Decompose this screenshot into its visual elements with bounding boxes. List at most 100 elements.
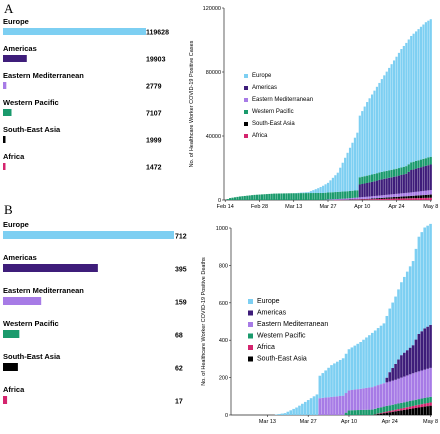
bar-western-pacific-day-81 bbox=[422, 158, 425, 167]
bar-americas-day-67 bbox=[426, 326, 429, 369]
bar-western-pacific-day-53 bbox=[385, 405, 389, 412]
y-tick-label: 40000 bbox=[206, 134, 221, 140]
bar-eastern-mediterranean-day-49 bbox=[373, 386, 377, 409]
bar-western-pacific-day-60 bbox=[405, 401, 409, 408]
bar-south-east-asia-day-61 bbox=[373, 198, 376, 200]
bar-americas-day-62 bbox=[375, 180, 379, 196]
bar-europe-day-41 bbox=[324, 184, 327, 193]
bar-europe-day-42 bbox=[326, 182, 330, 193]
bar-western-pacific-day-53 bbox=[353, 190, 356, 198]
bar-western-pacific-day-31 bbox=[300, 193, 303, 200]
region-bar-africa bbox=[3, 163, 6, 170]
bar-europe-day-84 bbox=[429, 19, 432, 157]
bar-eastern-mediterranean-day-81 bbox=[422, 190, 425, 196]
bar-europe-day-17 bbox=[280, 413, 284, 415]
bar-africa-day-58 bbox=[400, 408, 403, 411]
bar-western-pacific-day-21 bbox=[275, 193, 278, 200]
bar-africa-day-83 bbox=[427, 197, 430, 200]
bar-western-pacific-day-43 bbox=[329, 192, 332, 200]
bar-europe-day-61 bbox=[408, 266, 412, 348]
bar-south-east-asia-day-56 bbox=[394, 411, 397, 415]
bar-europe-day-20 bbox=[289, 410, 293, 415]
bar-europe-day-50 bbox=[346, 152, 349, 192]
region-value-south-east-asia: 62 bbox=[175, 366, 183, 373]
bar-africa-day-53 bbox=[385, 411, 389, 413]
bar-south-east-asia-day-71 bbox=[397, 196, 401, 199]
bar-americas-day-67 bbox=[388, 177, 391, 195]
bar-americas-day-77 bbox=[412, 169, 415, 193]
bar-western-pacific-day-36 bbox=[312, 193, 315, 200]
bar-eastern-mediterranean-day-41 bbox=[350, 389, 354, 411]
bar-western-pacific-day-55 bbox=[358, 177, 361, 185]
bar-europe-day-64 bbox=[417, 236, 421, 334]
legend-label-south-east-asia: South-East Asia bbox=[252, 121, 295, 127]
bar-africa-day-57 bbox=[397, 409, 400, 411]
bar-europe-day-80 bbox=[419, 26, 423, 160]
legend-swatch-south-east-asia bbox=[248, 356, 253, 362]
bar-south-east-asia-day-64 bbox=[417, 407, 421, 415]
bar-south-east-asia-day-72 bbox=[400, 196, 403, 199]
region-value-western-pacific: 68 bbox=[175, 333, 183, 340]
bar-eastern-mediterranean-day-69 bbox=[392, 194, 396, 198]
bar-africa-day-55 bbox=[391, 410, 394, 412]
bar-africa-day-64 bbox=[380, 198, 383, 200]
x-tick-label: Feb 28 bbox=[251, 204, 268, 210]
bar-western-pacific-day-5 bbox=[236, 196, 239, 200]
bar-western-pacific-day-49 bbox=[373, 408, 377, 415]
bar-western-pacific-day-16 bbox=[263, 194, 266, 200]
bar-africa-day-57 bbox=[363, 199, 366, 200]
bar-africa-day-68 bbox=[390, 198, 393, 200]
region-value-africa: 1472 bbox=[146, 165, 162, 172]
bar-western-pacific-day-34 bbox=[307, 193, 310, 200]
bar-western-pacific-day-32 bbox=[302, 193, 305, 200]
bar-europe-day-35 bbox=[333, 363, 336, 397]
bar-western-pacific-day-19 bbox=[270, 193, 273, 200]
bar-eastern-mediterranean-day-39 bbox=[344, 393, 348, 413]
bar-africa-day-56 bbox=[394, 409, 397, 412]
bar-eastern-mediterranean-day-54 bbox=[388, 381, 392, 406]
bar-eastern-mediterranean-day-35 bbox=[333, 396, 336, 415]
bar-western-pacific-day-84 bbox=[429, 156, 432, 165]
bar-eastern-mediterranean-day-68 bbox=[390, 194, 393, 198]
bar-europe-day-40 bbox=[322, 185, 325, 193]
bar-americas-day-60 bbox=[370, 181, 374, 197]
bar-africa-day-79 bbox=[417, 198, 420, 200]
region-value-americas: 19903 bbox=[146, 57, 166, 64]
bar-south-east-asia-day-64 bbox=[380, 197, 383, 199]
bar-western-pacific-day-76 bbox=[410, 162, 413, 170]
region-bar-western-pacific bbox=[3, 330, 20, 338]
bar-western-pacific-day-61 bbox=[373, 173, 376, 182]
bar-western-pacific-day-65 bbox=[420, 398, 424, 405]
bar-western-pacific-day-22 bbox=[277, 193, 281, 200]
bar-europe-day-56 bbox=[361, 111, 364, 177]
bar-europe-day-66 bbox=[385, 71, 388, 171]
x-tick-label: Mar 13 bbox=[259, 419, 276, 425]
bar-eastern-mediterranean-day-48 bbox=[341, 198, 344, 200]
bar-americas-day-68 bbox=[390, 177, 393, 195]
y-tick-label: 80000 bbox=[206, 70, 221, 76]
bar-americas-day-57 bbox=[397, 359, 400, 379]
bar-europe-day-79 bbox=[417, 29, 420, 161]
bar-eastern-mediterranean-day-44 bbox=[359, 388, 362, 410]
bar-south-east-asia-day-50 bbox=[376, 414, 380, 415]
bar-western-pacific-day-39 bbox=[344, 412, 348, 415]
bar-eastern-mediterranean-day-64 bbox=[417, 371, 421, 400]
bar-eastern-mediterranean-day-56 bbox=[361, 197, 364, 200]
bar-eastern-mediterranean-day-50 bbox=[346, 198, 349, 200]
bar-europe-day-63 bbox=[414, 248, 418, 340]
bar-western-pacific-day-6 bbox=[238, 196, 241, 200]
bar-south-east-asia-day-60 bbox=[370, 198, 374, 200]
bar-western-pacific-day-64 bbox=[417, 399, 421, 405]
bar-western-pacific-day-77 bbox=[412, 161, 415, 170]
x-tick-label: Feb 14 bbox=[217, 204, 234, 210]
bar-americas-day-53 bbox=[385, 377, 389, 383]
bar-europe-day-55 bbox=[391, 302, 394, 369]
panel-letter-b: B bbox=[4, 202, 13, 217]
bar-eastern-mediterranean-day-47 bbox=[368, 387, 371, 410]
bar-americas-day-82 bbox=[424, 165, 427, 191]
panel-a-stacked-chart: 0 40000 80000 120000 No. of Healthcare Worke… bbox=[189, 6, 438, 210]
bar-eastern-mediterranean-day-51 bbox=[348, 198, 352, 200]
bar-western-pacific-day-82 bbox=[424, 158, 427, 166]
bar-western-pacific-day-10 bbox=[248, 195, 251, 200]
bar-europe-day-52 bbox=[382, 323, 386, 384]
